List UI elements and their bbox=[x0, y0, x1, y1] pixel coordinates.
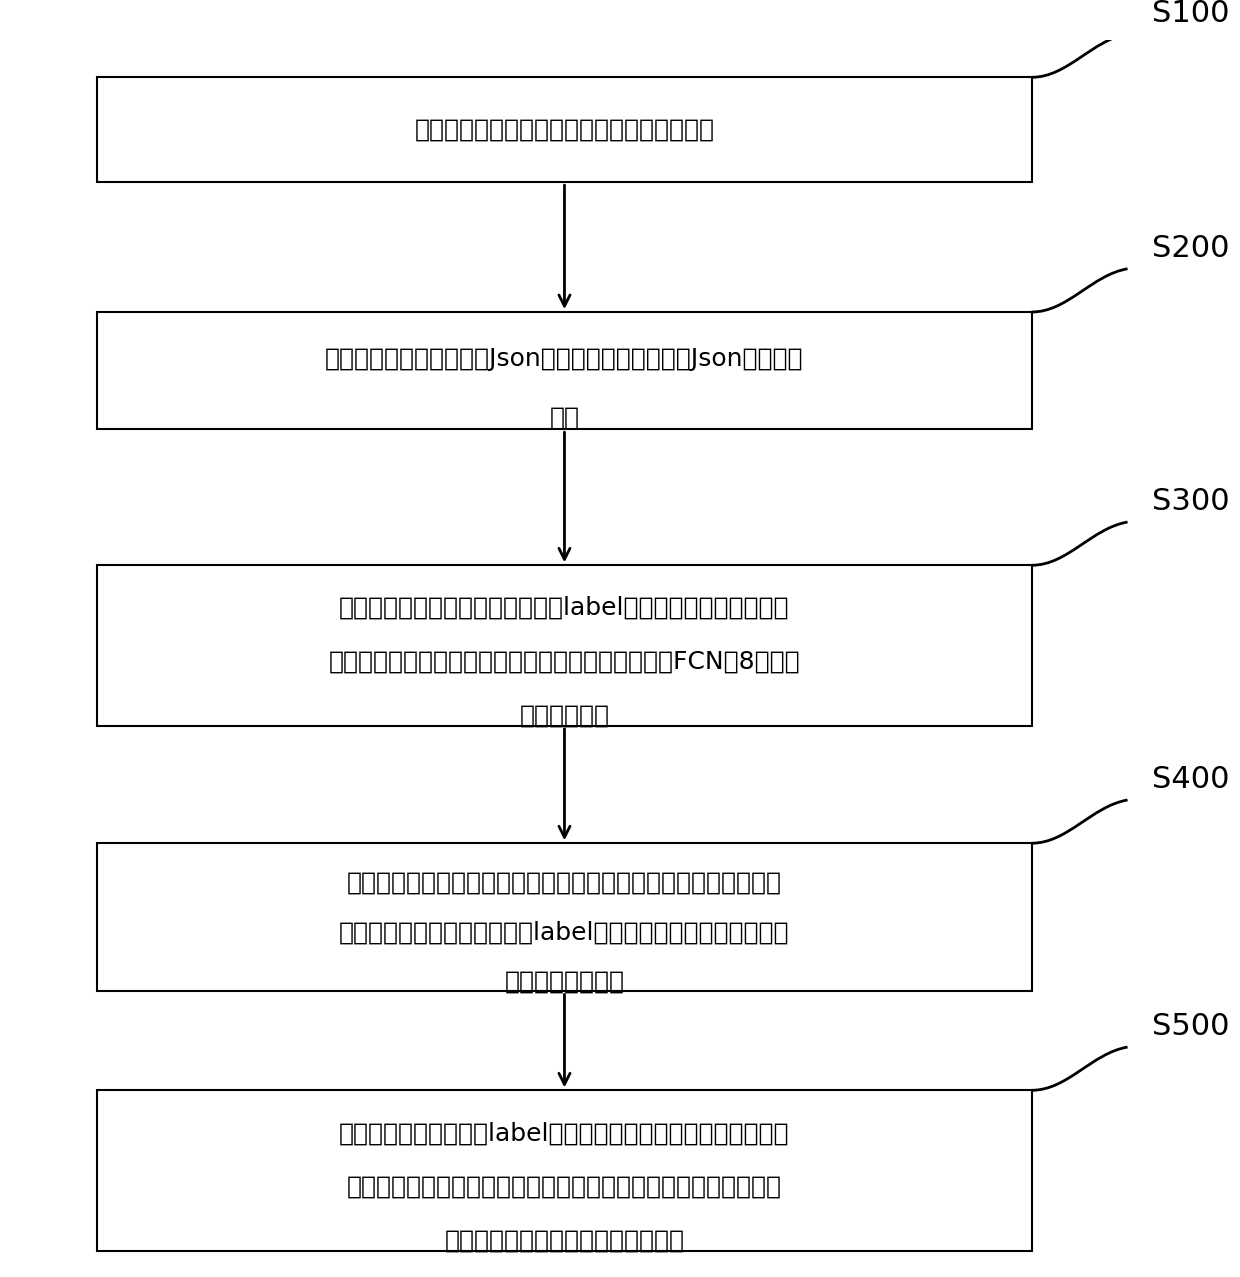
FancyBboxPatch shape bbox=[97, 566, 1032, 725]
FancyBboxPatch shape bbox=[97, 312, 1032, 429]
FancyBboxPatch shape bbox=[97, 843, 1032, 991]
Text: 基于全卷积神经网络将经过处理的label图的像素点进行分类，单: 基于全卷积神经网络将经过处理的label图的像素点进行分类，单 bbox=[340, 596, 790, 621]
Text: S300: S300 bbox=[1152, 487, 1229, 516]
Text: 根据测试图片检测出的label图中红色像素点位置和端口检测算法: 根据测试图片检测出的label图中红色像素点位置和端口检测算法 bbox=[340, 1121, 790, 1145]
Text: 解析: 解析 bbox=[549, 406, 579, 429]
Text: S500: S500 bbox=[1152, 1011, 1229, 1041]
FancyBboxPatch shape bbox=[97, 1091, 1032, 1251]
Text: S200: S200 bbox=[1152, 234, 1229, 263]
Text: 采集经过标签标注图片的Json文件，基于任意图片的Json文件进行: 采集经过标签标注图片的Json文件，基于任意图片的Json文件进行 bbox=[325, 347, 804, 370]
FancyBboxPatch shape bbox=[97, 78, 1032, 183]
Text: S100: S100 bbox=[1152, 0, 1229, 28]
Text: 区域的检测结果图: 区域的检测结果图 bbox=[505, 969, 625, 994]
Text: 独分割包括标签与标签连接的端口的像素；构建基于FCN的8位图的: 独分割包括标签与标签连接的端口的像素；构建基于FCN的8位图的 bbox=[329, 650, 800, 674]
Text: ，输出包括测试图片检测出的label图和测试图片中标签连接端口: ，输出包括测试图片检测出的label图和测试图片中标签连接端口 bbox=[340, 921, 790, 944]
Text: 口检测区域像素点重叠率最高的端口: 口检测区域像素点重叠率最高的端口 bbox=[444, 1228, 684, 1253]
Text: 基于图像标注工具进行分光器图片的标签标注: 基于图像标注工具进行分光器图片的标签标注 bbox=[414, 117, 714, 142]
Text: S400: S400 bbox=[1152, 765, 1229, 794]
Text: 语义分割模型: 语义分割模型 bbox=[520, 704, 610, 727]
Text: 基于训练完成的语义分割模型进行分光器尾纤测试图片的标签检测: 基于训练完成的语义分割模型进行分光器尾纤测试图片的标签检测 bbox=[347, 871, 782, 895]
Text: 检测出所有的端口区域位置，计算且筛选目标像素点位置与任一端: 检测出所有的端口区域位置，计算且筛选目标像素点位置与任一端 bbox=[347, 1175, 782, 1199]
